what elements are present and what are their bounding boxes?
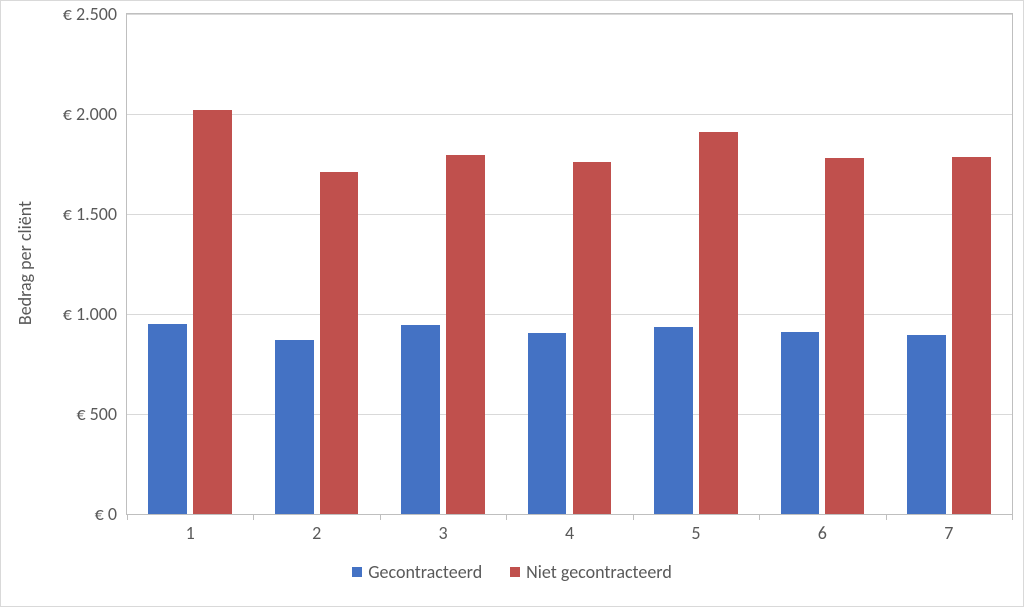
x-tick-label: 1 xyxy=(186,522,195,544)
x-tick-mark xyxy=(633,514,634,520)
y-tick-label: € 0 xyxy=(95,503,117,525)
bar xyxy=(320,172,359,514)
y-tick-label: € 1.500 xyxy=(63,203,117,225)
x-tick-mark xyxy=(253,514,254,520)
x-tick-label: 6 xyxy=(818,522,827,544)
y-tick-label: € 500 xyxy=(76,403,117,425)
y-tick-label: € 2.000 xyxy=(63,103,117,125)
legend-item: Gecontracteerd xyxy=(352,561,482,583)
bar xyxy=(446,155,485,514)
x-tick-label: 7 xyxy=(944,522,953,544)
x-tick-mark xyxy=(506,514,507,520)
bar xyxy=(148,324,187,514)
legend-swatch xyxy=(510,567,520,577)
plot-area: € 0€ 500€ 1.000€ 1.500€ 2.000€ 2.5001234… xyxy=(126,13,1013,515)
gridline xyxy=(127,514,1012,515)
bar xyxy=(275,340,314,514)
legend-item: Niet gecontracteerd xyxy=(510,561,672,583)
legend-swatch xyxy=(352,567,362,577)
y-tick-label: € 1.000 xyxy=(63,303,117,325)
bar xyxy=(528,333,567,514)
bar xyxy=(907,335,946,514)
x-tick-mark xyxy=(1012,514,1013,520)
bars-layer xyxy=(127,14,1012,514)
bar xyxy=(825,158,864,514)
legend-label: Gecontracteerd xyxy=(368,561,482,583)
x-tick-label: 4 xyxy=(565,522,574,544)
bar xyxy=(781,332,820,514)
legend-label: Niet gecontracteerd xyxy=(526,561,672,583)
bar xyxy=(654,327,693,514)
bar xyxy=(699,132,738,514)
x-tick-label: 2 xyxy=(312,522,321,544)
x-tick-mark xyxy=(759,514,760,520)
chart-frame: € 0 € 500 € 1.000 € 1.500 € 2.000 € 2.500 1 2 3 4… xyxy=(0,0,1024,607)
x-tick-mark xyxy=(886,514,887,520)
y-tick-label: € 2.500 xyxy=(63,3,117,25)
legend: Gecontracteerd Niet gecontracteerd xyxy=(1,561,1023,583)
x-tick-label: 3 xyxy=(439,522,448,544)
bar xyxy=(952,157,991,514)
x-tick-mark xyxy=(380,514,381,520)
y-axis-title: Bedrag per cliënt xyxy=(14,201,36,325)
bar xyxy=(573,162,612,514)
x-tick-mark xyxy=(127,514,128,520)
bar xyxy=(193,110,232,514)
x-tick-label: 5 xyxy=(691,522,700,544)
bar xyxy=(401,325,440,514)
